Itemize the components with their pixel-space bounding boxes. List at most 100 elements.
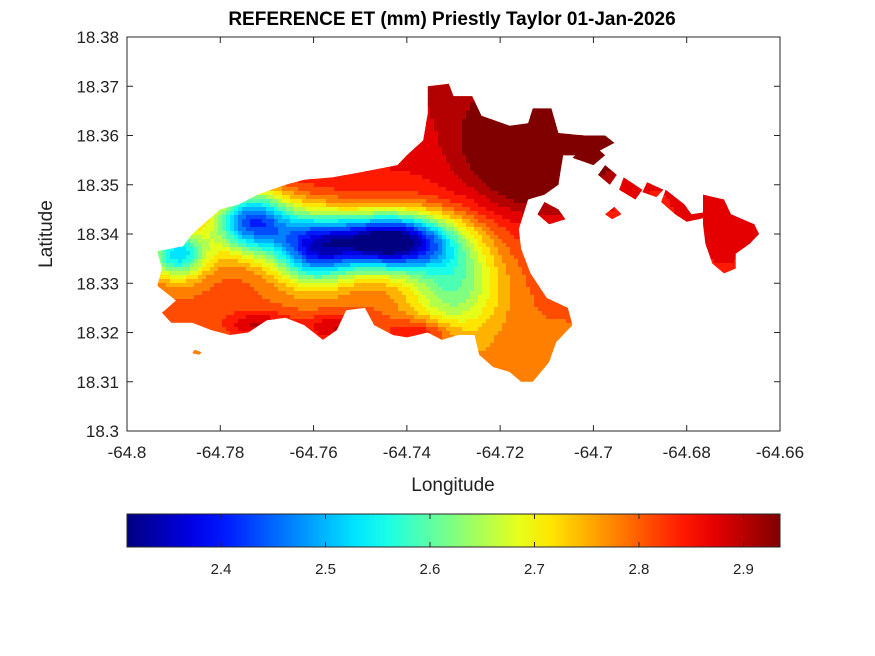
heatmap-cell [550,179,555,184]
heatmap-cell [486,159,491,164]
heatmap-cell [382,175,387,180]
heatmap-cell [426,151,431,156]
heatmap-cell [358,175,363,180]
heatmap-cell [426,187,431,192]
heatmap-cell [506,175,511,180]
heatmap-cell [454,163,459,168]
heatmap-cell [334,187,339,192]
heatmap-cell [518,183,523,188]
heatmap-cell [474,147,479,152]
heatmap-cell [542,111,547,116]
heatmap-cell [398,183,403,188]
heatmap-cell [558,147,563,152]
heatmap-cell [470,187,475,192]
heatmap-cell [534,151,539,156]
heatmap-cell [342,179,347,184]
heatmap-cell [542,167,547,172]
heatmap-cell [486,171,491,176]
heatmap-cell [470,175,475,180]
heatmap-cell [430,155,435,160]
heatmap-cell [654,191,659,196]
heatmap-cell [542,119,547,124]
heatmap-cell [446,107,451,112]
heatmap-cell [270,195,275,200]
heatmap-cell [534,167,539,172]
heatmap-cell [438,139,443,144]
heatmap-cell [422,159,427,164]
heatmap-cell [390,191,395,196]
heatmap-cell [298,183,303,188]
heatmap-cell [442,151,447,156]
heatmap-cell [534,191,539,196]
heatmap-cell [410,175,415,180]
heatmap-cell [654,187,659,192]
heatmap-cell [514,195,519,200]
heatmap-cell [266,191,271,196]
heatmap-cell [462,115,467,120]
heatmap-cell [486,139,491,144]
heatmap-cell [318,187,323,192]
heatmap-cell [478,155,483,160]
heatmap-cell [278,187,283,192]
heatmap-cell [254,195,259,200]
heatmap-cell [434,191,439,196]
heatmap-cell [338,191,343,196]
heatmap-cell [302,199,307,204]
heatmap-cell [406,187,411,192]
heatmap-cell [542,139,547,144]
heatmap-cell [442,139,447,144]
heatmap-cell [494,171,499,176]
heatmap-cell [610,175,615,180]
heatmap-cell [458,143,463,148]
heatmap-cell [534,171,539,176]
heatmap-cell [526,191,531,196]
heatmap-cell [470,119,475,124]
heatmap-cell [478,199,483,204]
heatmap-cell [550,139,555,144]
heatmap-cell [294,183,299,188]
heatmap-cell [710,195,715,200]
heatmap-cell [522,155,527,160]
heatmap-cell [426,115,431,120]
heatmap-cell [454,179,459,184]
heatmap-cell [262,199,267,204]
heatmap-cell [338,195,343,200]
heatmap-cell [554,175,559,180]
heatmap-cell [422,171,427,176]
heatmap-cell [606,139,611,144]
heatmap-cell [454,199,459,204]
heatmap-cell [530,115,535,120]
heatmap-cell [418,143,423,148]
heatmap-cell [442,199,447,204]
heatmap-cell [394,175,399,180]
heatmap-cell [486,175,491,180]
heatmap-cell [346,195,351,200]
heatmap-cell [478,195,483,200]
heatmap-cell [394,167,399,172]
heatmap-cell [514,171,519,176]
heatmap-cell [582,135,587,140]
heatmap-cell [470,179,475,184]
heatmap-cell [442,83,447,88]
heatmap-cell [482,155,487,160]
heatmap-cell [450,167,455,172]
heatmap-cell [542,159,547,164]
heatmap-cell [514,191,519,196]
heatmap-cell [426,111,431,116]
heatmap-cell [666,199,671,204]
heatmap-cell [502,167,507,172]
heatmap-cell [486,147,491,152]
heatmap-cell [462,143,467,148]
heatmap-cell [494,143,499,148]
heatmap-cell [454,107,459,112]
heatmap-cell [386,183,391,188]
heatmap-cell [418,175,423,180]
heatmap-cell [550,111,555,116]
heatmap-cell [502,191,507,196]
heatmap-cell [658,187,663,192]
heatmap-cell [546,143,551,148]
heatmap-cell [478,187,483,192]
heatmap-cell [526,127,531,132]
heatmap-cell [366,171,371,176]
heatmap-cell [482,147,487,152]
